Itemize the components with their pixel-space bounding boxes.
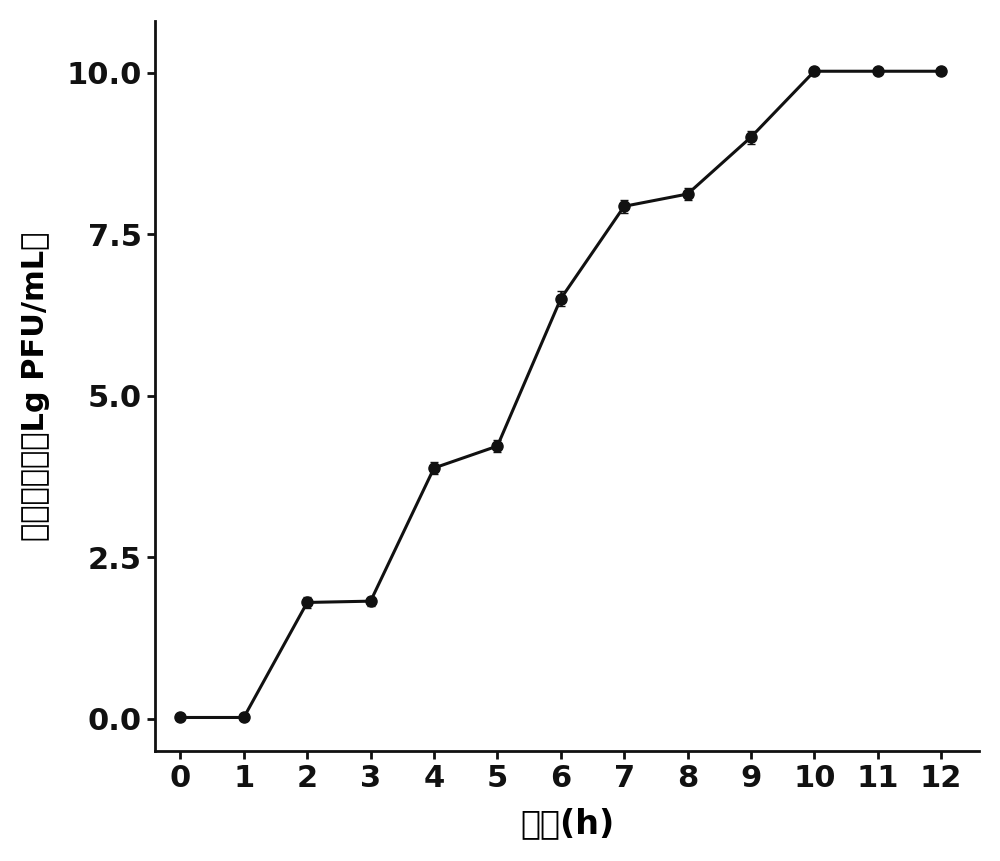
Y-axis label: 噌菌体数量（Lg PFU/mL）: 噌菌体数量（Lg PFU/mL） — [21, 232, 50, 541]
X-axis label: 时间(h): 时间(h) — [520, 807, 614, 840]
